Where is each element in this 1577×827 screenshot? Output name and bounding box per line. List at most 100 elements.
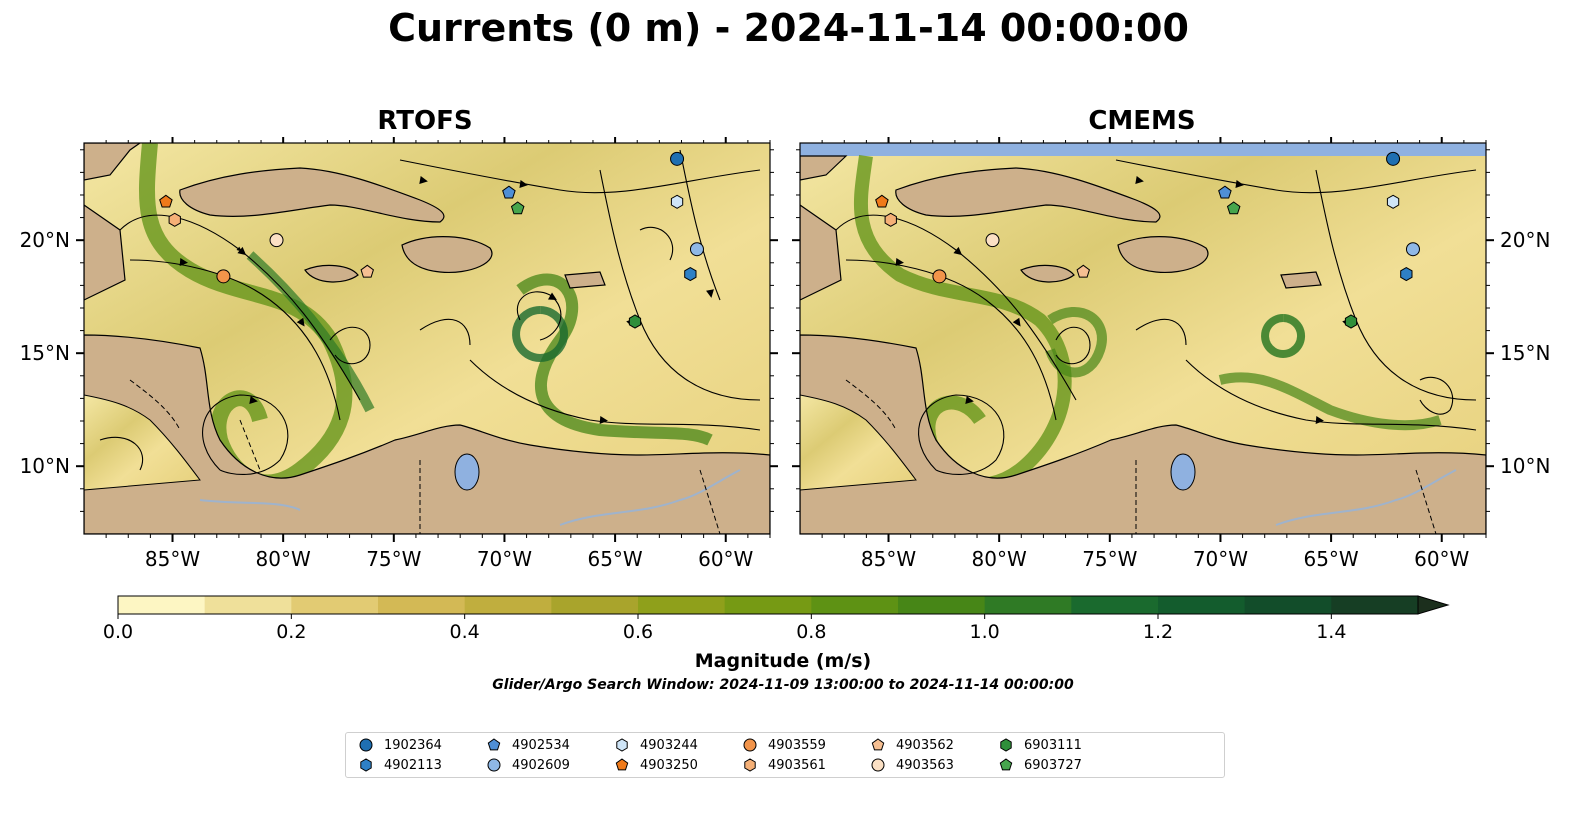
colorbar-tick-label: 0.0 [103,621,133,643]
float-marker-4902609 [1405,242,1420,257]
legend-marker [871,758,885,772]
colorbar-tick-label: 0.6 [623,621,653,643]
colorbar-segment [1071,596,1159,614]
lon-tick-label: 70°W [1193,547,1248,571]
colorbar-segment [638,596,726,614]
lon-tick-label: 80°W [256,547,311,571]
legend-marker [871,738,885,751]
lon-tick-label: 60°W [698,547,753,571]
pentagon-marker-icon [615,758,629,771]
colorbar-segment [724,596,812,614]
hexagon-marker-icon [360,758,372,772]
float-marker-4902113 [1400,267,1413,282]
colorbar-tick-label: 1.2 [1143,621,1173,643]
legend-item: 4903244 [614,737,698,753]
lon-tick-label: 70°W [477,547,532,571]
float-marker-4903244 [1386,194,1400,209]
circle-marker-icon [487,758,501,772]
legend-label: 4903244 [640,737,698,753]
circle-marker-icon [743,738,757,752]
legend-marker [999,758,1013,771]
legend-marker [487,738,501,751]
lon-tick-label: 85°W [861,547,916,571]
lon-tick-label: 80°W [972,547,1027,571]
legend-item: 4902534 [486,737,570,753]
lon-tick-label: 75°W [366,547,421,571]
legend-item: 6903111 [998,737,1082,753]
float-marker-4903563 [985,233,1000,248]
rtofs-map [84,143,770,534]
float-marker-4902113 [684,267,697,282]
lat-tick-label: 20°N [20,228,70,252]
legend-marker [615,758,629,771]
float-marker-6903111 [628,314,642,329]
float-marker-1902364 [670,151,685,166]
legend-label: 4903250 [640,757,698,773]
colorbar-segment [1244,596,1332,614]
legend-label: 4903561 [768,757,826,773]
float-marker-6903727 [1226,201,1241,215]
legend-label: 4902609 [512,757,570,773]
colorbar-segment [898,596,986,614]
float-marker-4903562 [1076,264,1090,278]
float-marker-4903559 [216,269,231,284]
cmems-map [800,143,1486,534]
circle-marker-icon [359,738,373,752]
panel-title-rtofs: RTOFS [377,106,473,136]
colorbar-segment [551,596,639,614]
legend-marker [487,758,501,772]
panel-title-cmems: CMEMS [1088,106,1196,136]
float-marker-4903559 [932,269,947,284]
lon-tick-label: 65°W [1303,547,1358,571]
float-marker-4902534 [502,185,516,199]
float-marker-4903562 [360,264,374,278]
legend-label: 6903727 [1024,757,1082,773]
float-marker-4903561 [884,212,897,227]
lon-tick-label: 60°W [1414,547,1469,571]
float-marker-4903250 [875,194,889,208]
legend-item: 4903563 [870,757,954,773]
float-marker-4902609 [689,242,704,257]
float-marker-4903244 [670,194,684,209]
colorbar-label: Magnitude (m/s) [694,650,872,672]
legend-label: 4902534 [512,737,570,753]
colorbar-segment [118,596,206,614]
lat-tick-label: 20°N [1500,228,1550,252]
colorbar-tick-label: 0.2 [276,621,306,643]
colorbar-segment [1158,596,1246,614]
legend-item: 6903727 [998,757,1082,773]
hexagon-marker-icon [616,738,628,752]
search-window-note: Glider/Argo Search Window: 2024-11-09 13… [492,677,1074,693]
legend-item: 4903250 [614,757,698,773]
legend-item: 4902609 [486,757,570,773]
legend-label: 4902113 [384,757,442,773]
colorbar-tick-label: 1.0 [970,621,1000,643]
lat-tick-label: 15°N [20,341,70,365]
figure-title: Currents (0 m) - 2024-11-14 00:00:00 [388,6,1189,50]
float-marker-4903561 [168,212,181,227]
colorbar-segment [378,596,466,614]
lat-tick-label: 15°N [1500,341,1550,365]
legend-item: 1902364 [358,737,442,753]
colorbar-segment [984,596,1072,614]
legend-label: 6903111 [1024,737,1082,753]
lon-tick-label: 65°W [587,547,642,571]
pentagon-marker-icon [871,738,885,751]
hexagon-marker-icon [744,758,756,772]
float-marker-6903727 [510,201,525,215]
circle-marker-icon [871,758,885,772]
colorbar-segment [291,596,379,614]
legend-item: 4903561 [742,757,826,773]
float-marker-4902534 [1218,185,1232,199]
colorbar-tick-label: 0.8 [796,621,826,643]
colorbar-segment [464,596,552,614]
lat-tick-label: 10°N [1500,454,1550,478]
colorbar-segment [204,596,292,614]
legend-label: 4903559 [768,737,826,753]
hexagon-marker-icon [1000,738,1012,752]
legend-marker [744,758,756,772]
colorbar-tick-label: 1.4 [1316,621,1346,643]
colorbar-extend-arrow [1417,595,1450,615]
legend-item: 4902113 [358,757,442,773]
